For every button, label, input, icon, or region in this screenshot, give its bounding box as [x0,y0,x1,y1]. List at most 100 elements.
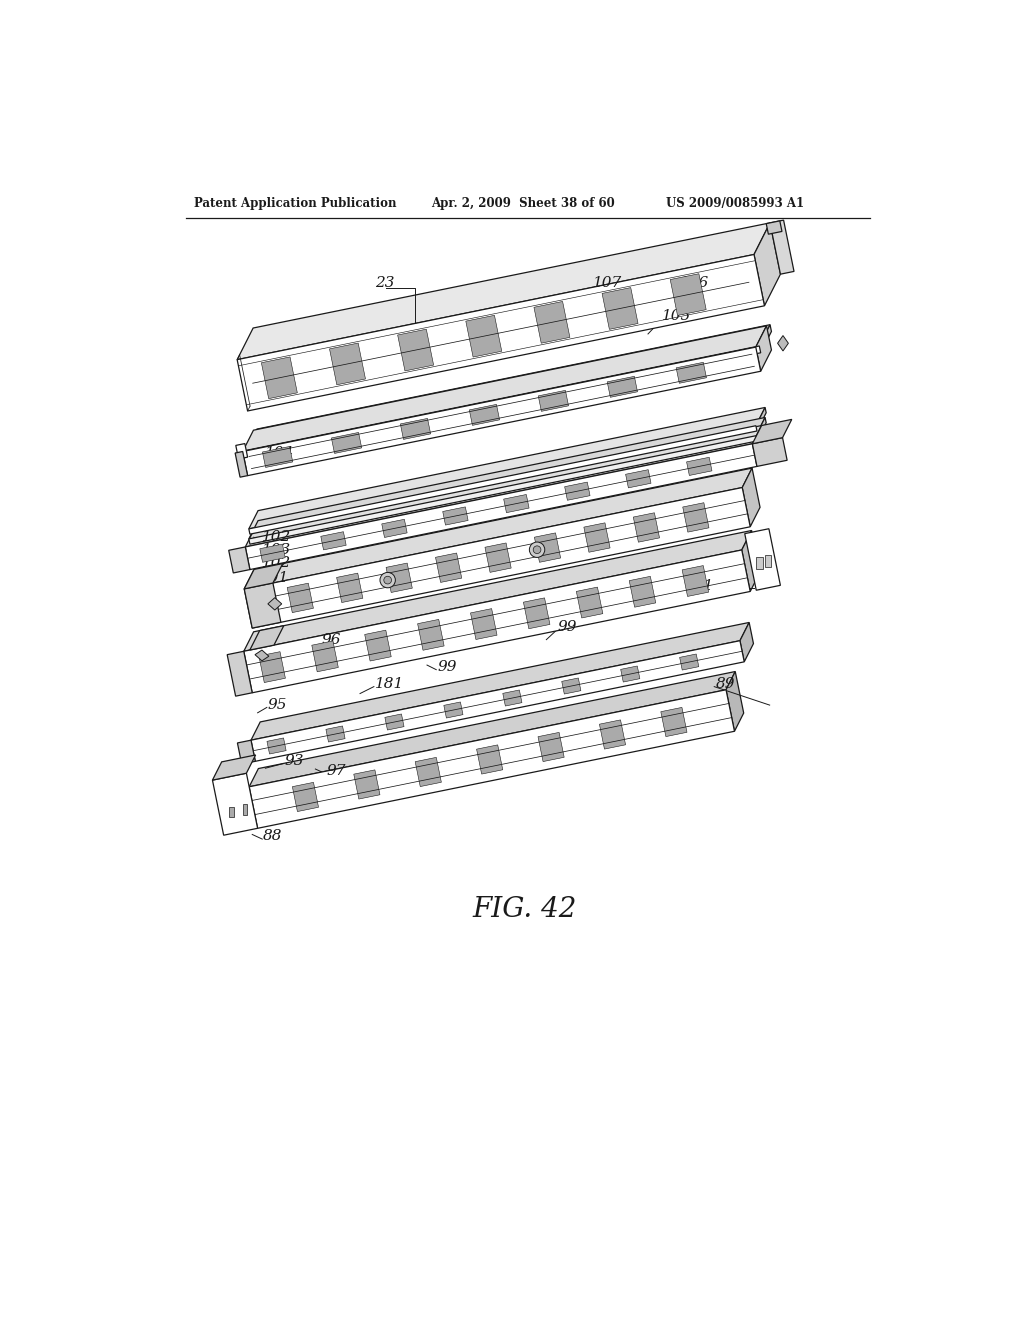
Text: 88: 88 [263,829,283,843]
Polygon shape [243,347,761,475]
Text: 99: 99 [437,660,457,673]
Polygon shape [244,531,752,651]
Polygon shape [754,223,780,306]
Polygon shape [660,708,687,737]
Polygon shape [523,598,550,628]
Polygon shape [246,325,770,450]
Polygon shape [741,531,760,591]
Text: 99: 99 [558,619,578,634]
Polygon shape [469,404,500,425]
Polygon shape [249,690,734,829]
Text: 107: 107 [593,276,622,290]
Polygon shape [246,444,757,570]
Polygon shape [435,553,462,582]
Polygon shape [671,273,707,315]
Polygon shape [629,577,655,607]
Polygon shape [753,438,787,466]
Polygon shape [503,690,522,706]
Polygon shape [633,512,659,543]
Polygon shape [682,565,709,597]
Polygon shape [332,433,361,454]
Text: 102: 102 [261,531,291,544]
Polygon shape [245,583,281,628]
Polygon shape [212,774,258,836]
Polygon shape [760,325,771,352]
Text: 181: 181 [376,677,404,690]
Text: 96: 96 [322,632,341,647]
Polygon shape [249,408,765,529]
Polygon shape [539,391,568,412]
Text: 106: 106 [680,276,709,290]
Text: 101: 101 [260,572,289,585]
Polygon shape [236,444,248,459]
Polygon shape [538,733,564,762]
Polygon shape [442,507,468,525]
Polygon shape [753,425,766,466]
Polygon shape [386,564,413,593]
Polygon shape [251,640,744,762]
Polygon shape [740,623,754,661]
Polygon shape [353,770,380,799]
Polygon shape [686,457,712,475]
Polygon shape [236,451,248,477]
Polygon shape [244,550,751,693]
Text: 104: 104 [265,446,295,459]
Polygon shape [726,672,743,731]
Polygon shape [262,446,293,467]
Polygon shape [255,649,269,661]
Text: 89: 89 [716,677,735,690]
Polygon shape [756,417,766,441]
Text: FIG. 42: FIG. 42 [473,896,577,923]
Polygon shape [212,755,256,780]
Text: US 2009/0085993 A1: US 2009/0085993 A1 [666,197,804,210]
Polygon shape [330,343,366,385]
Polygon shape [599,719,626,748]
Text: Patent Application Publication: Patent Application Publication [194,197,396,210]
Polygon shape [397,329,433,371]
Circle shape [384,577,391,583]
Polygon shape [260,544,286,562]
Polygon shape [268,598,282,610]
Polygon shape [756,408,766,432]
Polygon shape [238,223,770,359]
Circle shape [534,546,541,553]
Polygon shape [245,469,752,589]
Polygon shape [243,326,767,451]
Polygon shape [243,804,247,814]
Polygon shape [602,288,638,330]
Polygon shape [534,301,570,343]
Polygon shape [756,428,766,451]
Polygon shape [250,626,284,649]
Polygon shape [535,533,560,562]
Polygon shape [676,362,707,383]
Polygon shape [249,417,765,539]
Polygon shape [227,651,252,696]
Text: 97: 97 [327,763,346,777]
Polygon shape [249,446,757,554]
Polygon shape [228,546,250,573]
Text: Apr. 2, 2009  Sheet 38 of 60: Apr. 2, 2009 Sheet 38 of 60 [431,197,614,210]
Polygon shape [770,220,794,275]
Text: 102: 102 [261,556,291,570]
Text: 103: 103 [261,544,291,557]
Text: 105: 105 [662,309,691,323]
Polygon shape [287,583,313,612]
Polygon shape [470,609,497,639]
Polygon shape [311,642,338,672]
Polygon shape [564,482,590,500]
Circle shape [529,543,545,557]
Circle shape [380,573,395,587]
Polygon shape [249,436,757,544]
Text: 23: 23 [376,276,395,290]
Polygon shape [562,678,581,694]
Text: 95: 95 [267,698,287,711]
Polygon shape [246,425,762,546]
Polygon shape [504,495,529,512]
Polygon shape [229,807,233,817]
Polygon shape [418,619,444,651]
Polygon shape [621,667,640,682]
Polygon shape [765,556,771,568]
Polygon shape [766,220,782,234]
Text: 93: 93 [285,754,304,767]
Polygon shape [261,356,297,399]
